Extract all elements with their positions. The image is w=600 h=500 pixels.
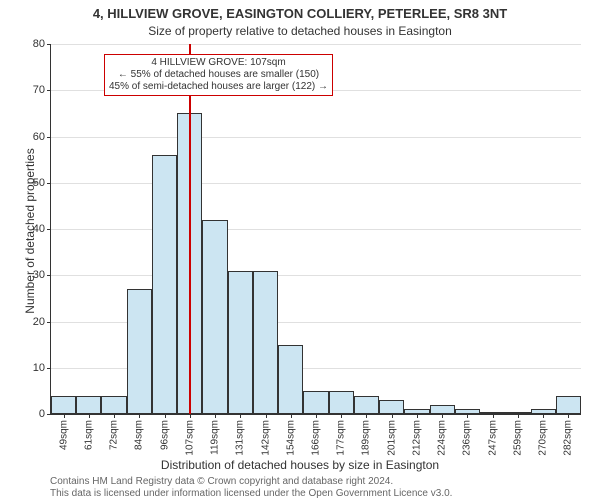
xtick-label: 84sqm: [134, 420, 145, 450]
histogram-bar: [127, 289, 152, 414]
ytick-mark: [47, 368, 51, 369]
x-axis-label: Distribution of detached houses by size …: [0, 458, 600, 472]
xtick-mark: [114, 414, 115, 418]
xtick-label: 154sqm: [285, 420, 296, 456]
plot-area: 0102030405060708049sqm61sqm72sqm84sqm96s…: [50, 44, 581, 415]
gridline: [51, 275, 581, 276]
xtick-mark: [518, 414, 519, 418]
ytick-label: 80: [33, 38, 45, 50]
xtick-label: 119sqm: [210, 420, 221, 455]
ytick-mark: [47, 414, 51, 415]
ytick-mark: [47, 229, 51, 230]
xtick-mark: [266, 414, 267, 418]
histogram-bar: [329, 391, 354, 414]
chart-title-main: 4, HILLVIEW GROVE, EASINGTON COLLIERY, P…: [0, 6, 600, 21]
xtick-mark: [543, 414, 544, 418]
xtick-mark: [493, 414, 494, 418]
xtick-mark: [215, 414, 216, 418]
xtick-mark: [89, 414, 90, 418]
histogram-bar: [228, 271, 253, 414]
xtick-mark: [568, 414, 569, 418]
ytick-label: 10: [33, 362, 45, 374]
histogram-bar: [303, 391, 328, 414]
caption-line-2: This data is licensed under information …: [50, 488, 452, 499]
gridline: [51, 183, 581, 184]
histogram-bar: [51, 396, 76, 415]
annotation-line: 45% of semi-detached houses are larger (…: [109, 81, 328, 93]
histogram-bar: [253, 271, 278, 414]
xtick-label: 142sqm: [260, 420, 271, 456]
xtick-mark: [341, 414, 342, 418]
xtick-label: 224sqm: [437, 420, 448, 456]
histogram-bar: [354, 396, 379, 415]
xtick-mark: [417, 414, 418, 418]
xtick-label: 177sqm: [336, 420, 347, 456]
histogram-bar: [152, 155, 177, 414]
xtick-mark: [467, 414, 468, 418]
histogram-bar: [556, 396, 581, 415]
annotation-line: ← 55% of detached houses are smaller (15…: [109, 69, 328, 81]
xtick-label: 212sqm: [411, 420, 422, 456]
xtick-mark: [139, 414, 140, 418]
histogram-bar: [430, 405, 455, 414]
histogram-bar: [101, 396, 126, 415]
xtick-mark: [165, 414, 166, 418]
xtick-label: 72sqm: [109, 420, 120, 450]
ytick-mark: [47, 90, 51, 91]
gridline: [51, 229, 581, 230]
xtick-mark: [366, 414, 367, 418]
ytick-label: 0: [39, 408, 45, 420]
xtick-mark: [240, 414, 241, 418]
xtick-label: 201sqm: [386, 420, 397, 456]
annotation-line: 4 HILLVIEW GROVE: 107sqm: [109, 57, 328, 69]
ytick-mark: [47, 137, 51, 138]
xtick-label: 166sqm: [311, 420, 322, 456]
chart-title-sub: Size of property relative to detached ho…: [0, 24, 600, 38]
xtick-mark: [442, 414, 443, 418]
chart-container: 4, HILLVIEW GROVE, EASINGTON COLLIERY, P…: [0, 0, 600, 500]
xtick-label: 61sqm: [83, 420, 94, 450]
histogram-bar: [278, 345, 303, 414]
histogram-bar: [76, 396, 101, 415]
xtick-label: 131sqm: [235, 420, 246, 456]
xtick-mark: [64, 414, 65, 418]
ytick-label: 70: [33, 84, 45, 96]
xtick-label: 96sqm: [159, 420, 170, 450]
annotation-box: 4 HILLVIEW GROVE: 107sqm← 55% of detache…: [104, 54, 333, 96]
histogram-bar: [379, 400, 404, 414]
xtick-label: 259sqm: [512, 420, 523, 456]
ytick-mark: [47, 322, 51, 323]
xtick-mark: [190, 414, 191, 418]
xtick-label: 270sqm: [538, 420, 549, 456]
property-marker-line: [189, 44, 191, 414]
xtick-mark: [291, 414, 292, 418]
xtick-label: 282sqm: [563, 420, 574, 456]
ytick-mark: [47, 44, 51, 45]
xtick-label: 107sqm: [184, 420, 195, 456]
xtick-label: 236sqm: [462, 420, 473, 456]
histogram-bar: [202, 220, 227, 414]
gridline: [51, 44, 581, 45]
gridline: [51, 137, 581, 138]
y-axis-label: Number of detached properties: [23, 131, 37, 331]
xtick-mark: [392, 414, 393, 418]
xtick-label: 49sqm: [58, 420, 69, 450]
ytick-mark: [47, 183, 51, 184]
caption-line-1: Contains HM Land Registry data © Crown c…: [50, 476, 393, 487]
xtick-label: 189sqm: [361, 420, 372, 456]
xtick-label: 247sqm: [487, 420, 498, 456]
ytick-mark: [47, 275, 51, 276]
xtick-mark: [316, 414, 317, 418]
